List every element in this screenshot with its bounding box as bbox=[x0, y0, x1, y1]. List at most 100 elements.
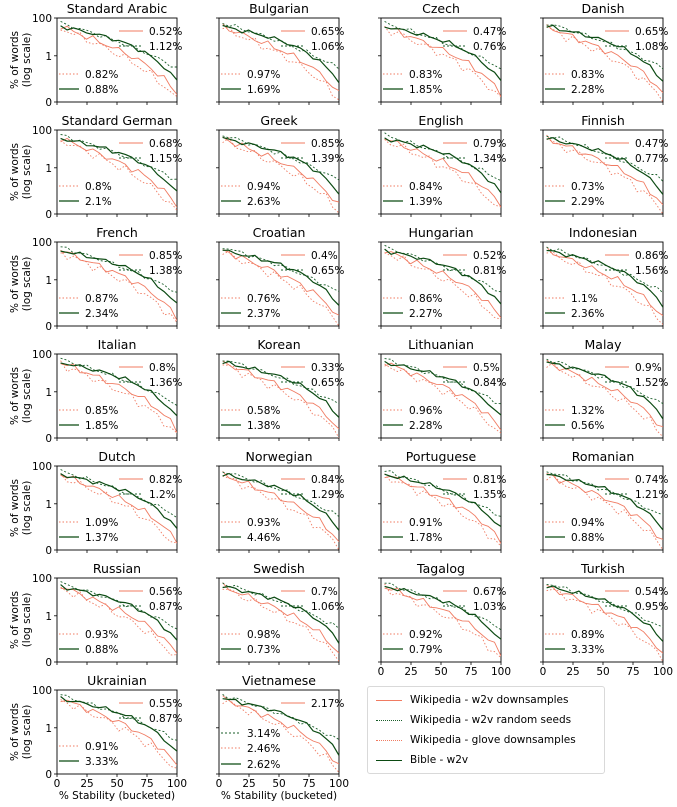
annotation-w2v-downsamples: 0.65% bbox=[311, 26, 344, 38]
x-tick-label: 50 bbox=[272, 778, 285, 790]
x-tick-label: 25 bbox=[566, 666, 579, 678]
annotation-glove: 0.58% bbox=[247, 405, 280, 417]
annotation-bible: 3.33% bbox=[85, 756, 118, 768]
annotation-w2v-seeds: 0.77% bbox=[635, 153, 668, 165]
annotation-bible: 2.28% bbox=[409, 420, 442, 432]
panel-title: Standard German bbox=[62, 113, 173, 128]
annotation-w2v-downsamples: 0.84% bbox=[311, 474, 344, 486]
annotation-bible: 0.79% bbox=[409, 644, 442, 656]
panel: Tagalog 0 25 50 75 100 0.67% 1.03% 0.92% 0.79% bbox=[378, 561, 511, 678]
legend-label: Wikipedia - glove downsamples bbox=[410, 734, 576, 746]
y-tick-label: 0 bbox=[45, 657, 52, 669]
series-line-w2v-seeds bbox=[546, 358, 663, 405]
legend-swatch bbox=[376, 759, 402, 761]
x-tick-label: 100 bbox=[491, 666, 511, 678]
annotation-bible: 2.37% bbox=[247, 308, 280, 320]
series-line-bible bbox=[222, 360, 339, 418]
series-line-glove bbox=[384, 25, 501, 98]
y-tick-label: 1 bbox=[45, 499, 52, 511]
y-tick-label: 100 bbox=[32, 237, 52, 249]
annotation-w2v-seeds: 1.06% bbox=[311, 41, 344, 53]
panel-title: Lithuanian bbox=[408, 337, 474, 352]
series-line-w2v-downsamples bbox=[60, 474, 177, 544]
panel-title: Indonesian bbox=[569, 225, 637, 240]
series-line-glove bbox=[384, 252, 501, 320]
panel: Swedish 0.7% 1.06% 0.98% 0.73% bbox=[216, 561, 344, 665]
series-line-bible bbox=[60, 584, 177, 641]
annotation-w2v-downsamples: 0.65% bbox=[635, 26, 668, 38]
series-line-w2v-downsamples bbox=[384, 26, 501, 97]
y-tick-label: 1 bbox=[45, 275, 52, 287]
annotation-w2v-seeds: 1.15% bbox=[149, 153, 182, 165]
y-axis-label: % of words(log scale) bbox=[9, 255, 33, 313]
panel-title: Bulgarian bbox=[249, 1, 309, 16]
annotation-glove: 0.91% bbox=[85, 741, 118, 753]
legend-swatch bbox=[376, 739, 402, 741]
series-line-bible bbox=[60, 250, 177, 304]
annotation-bible: 0.73% bbox=[247, 644, 280, 656]
series-line-bible bbox=[60, 362, 177, 417]
series-line-bible bbox=[546, 24, 663, 82]
series-line-bible bbox=[384, 137, 501, 194]
panel: Standard German 0 1 100 % of words(log scale… bbox=[9, 113, 182, 221]
annotation-w2v-seeds: 1.34% bbox=[473, 153, 506, 165]
annotation-glove: 0.91% bbox=[409, 517, 442, 529]
series-line-bible bbox=[384, 473, 501, 528]
x-tick-label: 25 bbox=[404, 666, 417, 678]
y-tick-label: 100 bbox=[32, 573, 52, 585]
panel: Lithuanian 0.5% 0.84% 0.96% 2.28% bbox=[378, 337, 506, 441]
panel: English 0.79% 1.34% 0.84% 1.39% bbox=[378, 113, 506, 217]
annotation-glove: 1.1% bbox=[571, 293, 598, 305]
y-axis-label: % of words(log scale) bbox=[9, 367, 33, 425]
annotation-w2v-downsamples: 0.81% bbox=[473, 474, 506, 486]
annotation-bible: 3.33% bbox=[571, 644, 604, 656]
annotation-bible: 1.85% bbox=[85, 420, 118, 432]
annotation-glove: 0.96% bbox=[409, 405, 442, 417]
annotation-glove: 0.94% bbox=[571, 517, 604, 529]
panel: Portuguese 0.81% 1.35% 0.91% 1.78% bbox=[378, 449, 506, 553]
annotation-w2v-seeds: 0.65% bbox=[311, 377, 344, 389]
annotation-glove: 1.32% bbox=[571, 405, 604, 417]
panel-title: Danish bbox=[581, 1, 624, 16]
annotation-glove: 2.46% bbox=[247, 743, 280, 755]
annotation-w2v-seeds: 0.76% bbox=[473, 41, 506, 53]
legend-entry: Wikipedia - w2v random seeds bbox=[376, 711, 571, 729]
x-tick-label: 100 bbox=[167, 778, 187, 790]
x-tick-label: 0 bbox=[54, 778, 61, 790]
series-line-bible bbox=[546, 249, 663, 308]
panel-title: Hungarian bbox=[408, 225, 473, 240]
series-line-bible bbox=[60, 137, 177, 192]
y-axis-label: % of words(log scale) bbox=[9, 31, 33, 89]
annotation-w2v-downsamples: 0.4% bbox=[311, 250, 338, 262]
annotation-w2v-seeds: 1.08% bbox=[635, 41, 668, 53]
series-line-bible bbox=[384, 585, 501, 640]
series-line-glove bbox=[384, 139, 501, 208]
series-line-w2v-downsamples bbox=[222, 360, 339, 430]
annotation-w2v-downsamples: 0.74% bbox=[635, 474, 668, 486]
panel-title: Turkish bbox=[580, 561, 625, 576]
series-line-w2v-seeds bbox=[384, 470, 501, 517]
series-line-glove bbox=[60, 586, 177, 656]
annotation-w2v-seeds: 1.21% bbox=[635, 489, 668, 501]
series-line-w2v-seeds bbox=[222, 582, 339, 629]
panel: Greek 0.85% 1.39% 0.94% 2.63% bbox=[216, 113, 344, 217]
annotation-w2v-downsamples: 0.33% bbox=[311, 362, 344, 374]
panel: Danish 0.65% 1.08% 0.83% 2.28% bbox=[540, 1, 668, 105]
y-tick-label: 1 bbox=[45, 611, 52, 623]
series-line-bible bbox=[222, 698, 339, 756]
y-tick-label: 100 bbox=[32, 13, 52, 25]
y-axis-label: % of words(log scale) bbox=[9, 143, 33, 201]
x-tick-label: 75 bbox=[302, 778, 315, 790]
legend-entry: Wikipedia - w2v downsamples bbox=[376, 691, 568, 709]
annotation-bible: 2.36% bbox=[571, 308, 604, 320]
annotation-w2v-downsamples: 0.85% bbox=[311, 138, 344, 150]
series-line-w2v-downsamples bbox=[60, 587, 177, 654]
annotation-bible: 4.46% bbox=[247, 532, 280, 544]
annotation-glove: 0.97% bbox=[247, 69, 280, 81]
annotation-w2v-downsamples: 0.85% bbox=[149, 250, 182, 262]
annotation-bible: 2.29% bbox=[571, 196, 604, 208]
panel-title: Dutch bbox=[98, 449, 135, 464]
y-tick-label: 1 bbox=[45, 163, 52, 175]
y-tick-label: 100 bbox=[32, 685, 52, 697]
